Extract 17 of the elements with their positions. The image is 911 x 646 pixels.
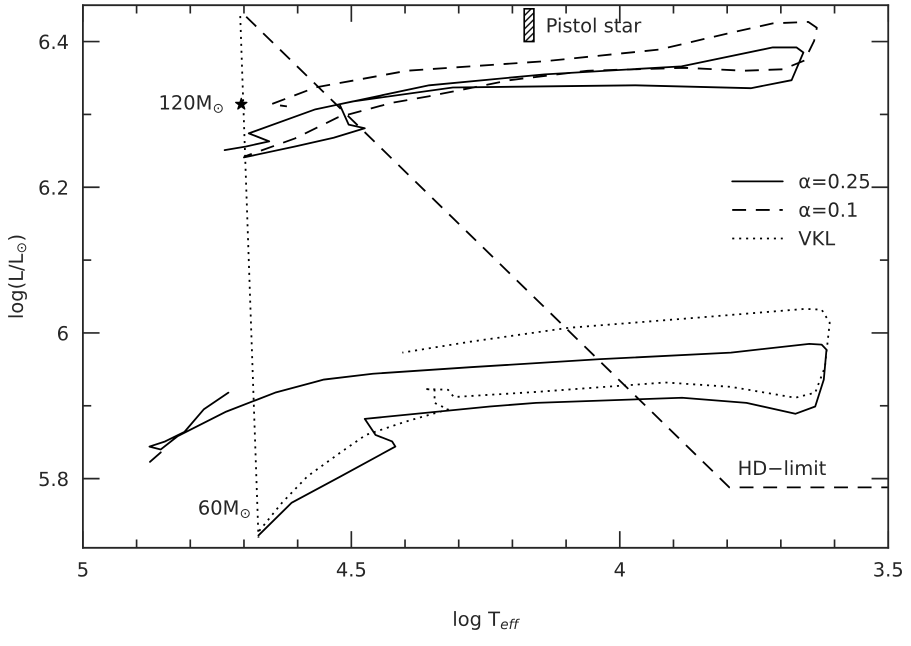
y-axis-title: log(L/L$_{⊙}$) (8, 236, 27, 318)
x-tick-label: 3.5 (874, 562, 902, 577)
x-axis-title: log T$_{eff}$ (454, 611, 520, 630)
y-tick-label: 6.2 (39, 180, 68, 195)
annotation: Pistol star (548, 18, 642, 33)
y-tick-label: 5.8 (40, 472, 68, 486)
legend-label: VKL (798, 231, 836, 246)
y-tick-label: 6 (58, 326, 68, 341)
y-tick-label: 6.4 (39, 34, 68, 50)
annotation: HD−limit (740, 460, 826, 475)
legend-label: α=0.25 (799, 174, 870, 188)
x-tick-label: 5 (78, 562, 88, 577)
annotation: 60M$_{⊙}$ (199, 500, 250, 518)
legend-label: α=0.1 (799, 202, 857, 218)
annotation: 120M$_{⊙}$ (160, 95, 223, 113)
x-tick-label: 4.5 (336, 562, 366, 577)
x-tick-label: 4 (614, 562, 625, 576)
